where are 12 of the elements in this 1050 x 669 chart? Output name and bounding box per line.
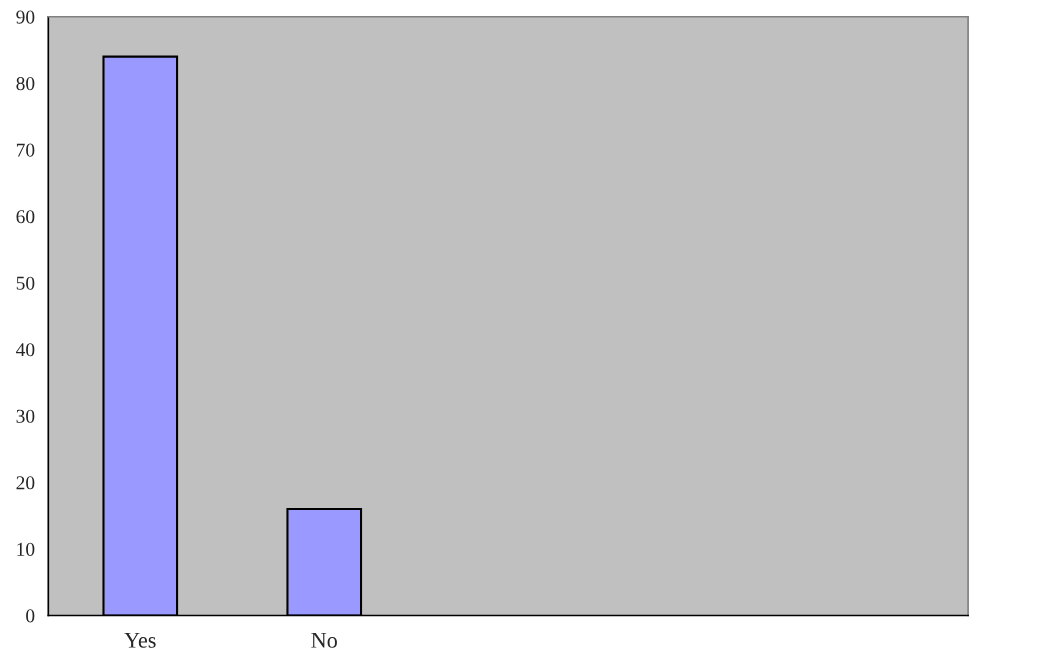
y-tick-label: 30 bbox=[16, 409, 35, 423]
y-tick-label: 20 bbox=[16, 476, 35, 490]
x-tick-label: Yes bbox=[124, 633, 156, 648]
y-tick-label: 40 bbox=[16, 343, 35, 357]
y-tick-label: 70 bbox=[16, 143, 35, 157]
y-tick-label: 80 bbox=[16, 77, 35, 91]
y-tick-label: 10 bbox=[17, 542, 35, 556]
y-tick-label: 0 bbox=[26, 609, 35, 623]
y-tick-label: 60 bbox=[16, 210, 35, 224]
y-tick-label: 90 bbox=[16, 10, 35, 24]
x-tick-label: No bbox=[311, 633, 337, 648]
y-tick-label: 50 bbox=[16, 276, 35, 290]
